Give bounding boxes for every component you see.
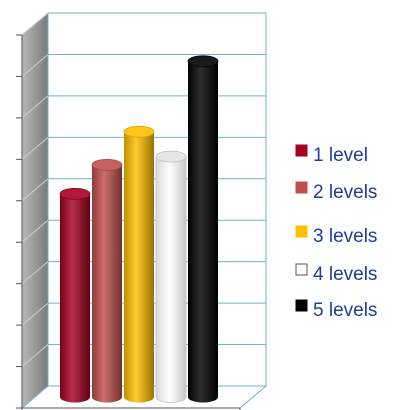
bar-body [155, 156, 187, 403]
wall-gridline [21, 344, 49, 367]
wall-gridline [21, 95, 49, 119]
legend-label-3: 3 levels [313, 226, 377, 247]
legend-item-1: 1 level [295, 144, 368, 166]
chart-wall [21, 11, 49, 410]
bar-cap [155, 150, 187, 163]
bar-body [124, 131, 154, 403]
legend-swatch-1 [295, 144, 308, 157]
bar-body [92, 164, 122, 403]
legend-label-4: 4 levels [313, 264, 377, 285]
legend-item-5: 5 levels [295, 299, 377, 321]
bar-2 [91, 159, 123, 403]
legend-item-4: 4 levels [295, 263, 377, 285]
bar-4 [155, 150, 187, 403]
bar-body [60, 193, 90, 403]
wall-gridline [21, 54, 49, 77]
bar-body [188, 61, 218, 403]
wall-gridline [21, 302, 49, 326]
wall-gridline [21, 178, 49, 202]
wall-gridline [21, 136, 49, 160]
legend-swatch-4 [295, 263, 308, 276]
legend-item-3: 3 levels [295, 225, 377, 247]
legend-swatch-3 [295, 225, 308, 238]
wall-gridline [21, 219, 49, 243]
bar-5 [187, 55, 219, 403]
side-wall [21, 11, 49, 410]
bar-cap [59, 188, 91, 200]
axes [16, 34, 241, 410]
bar-cap [91, 159, 123, 171]
legend: 1 level 2 levels 3 levels 4 levels 5 lev… [295, 144, 377, 321]
bar-cap [123, 125, 155, 138]
legend-swatch-2 [295, 181, 308, 194]
bars [59, 55, 219, 403]
bar-1 [59, 188, 91, 403]
legend-label-2: 2 levels [313, 182, 377, 203]
wall-gridline [21, 12, 49, 36]
legend-label-5: 5 levels [313, 300, 377, 321]
legend-item-2: 2 levels [295, 181, 377, 203]
bar-3 [123, 125, 155, 403]
legend-label-1: 1 level [313, 145, 368, 166]
legend-swatch-5 [295, 299, 308, 312]
bar-cap [187, 55, 219, 68]
wall-gridline [21, 261, 49, 285]
